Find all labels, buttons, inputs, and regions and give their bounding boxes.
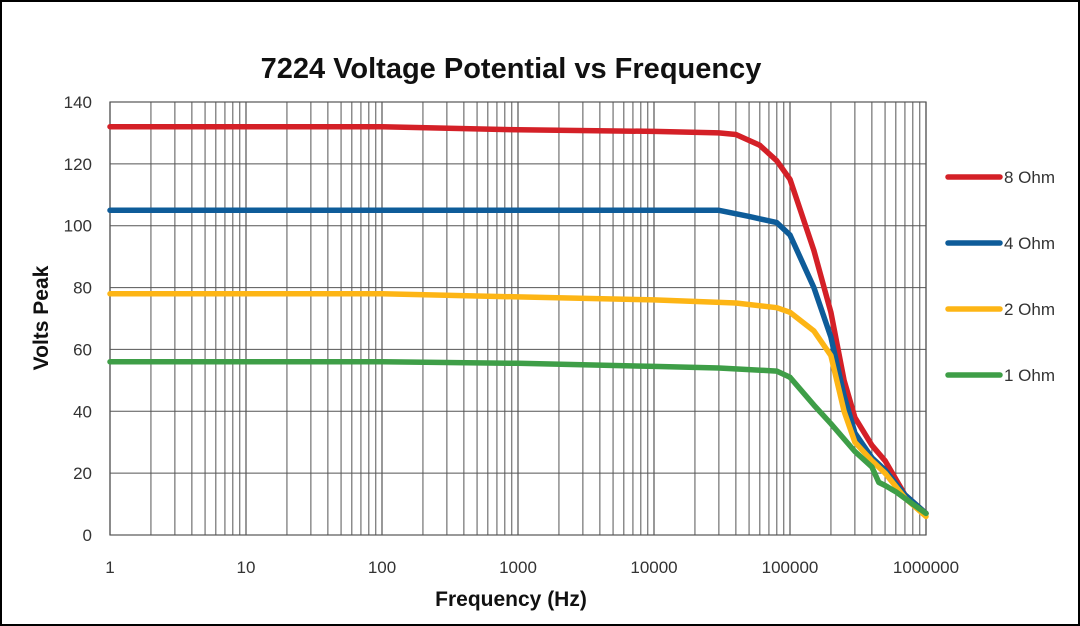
y-tick-label: 100	[64, 217, 92, 236]
y-tick-label: 60	[73, 340, 92, 359]
y-tick-label: 40	[73, 402, 92, 421]
x-tick-label: 10	[237, 558, 256, 577]
legend-label-1-ohm: 1 Ohm	[1004, 366, 1055, 385]
series-line-8-ohm	[107, 123, 929, 517]
legend-label-2-ohm: 2 Ohm	[1004, 300, 1055, 319]
y-tick-label: 0	[83, 526, 92, 545]
legend-label-4-ohm: 4 Ohm	[1004, 234, 1055, 253]
grid-lines	[109, 101, 927, 536]
series-lines	[107, 123, 929, 520]
y-tick-label: 20	[73, 464, 92, 483]
x-tick-label: 1000	[499, 558, 537, 577]
x-tick-label: 1000000	[893, 558, 959, 577]
series-line-1-ohm	[107, 359, 929, 517]
legend-label-8-ohm: 8 Ohm	[1004, 168, 1055, 187]
chart-title: 7224 Voltage Potential vs Frequency	[261, 53, 762, 85]
axes: 0 20 40 60 80 100 120 140 1 10 100 1000 10000 100000 1…	[64, 93, 959, 577]
y-tick-label: 80	[73, 279, 92, 298]
x-axis-title: Frequency (Hz)	[435, 588, 587, 611]
y-axis-title: Volts Peak	[30, 265, 53, 370]
y-tick-label: 120	[64, 155, 92, 174]
x-tick-label: 100000	[762, 558, 819, 577]
x-tick-label: 10000	[630, 558, 677, 577]
series-line-2-ohm	[107, 291, 929, 520]
x-tick-label: 100	[368, 558, 396, 577]
legend: 8 Ohm 4 Ohm 2 Ohm 1 Ohm	[945, 168, 1055, 385]
x-tick-label: 1	[105, 558, 114, 577]
y-tick-label: 140	[64, 93, 92, 112]
